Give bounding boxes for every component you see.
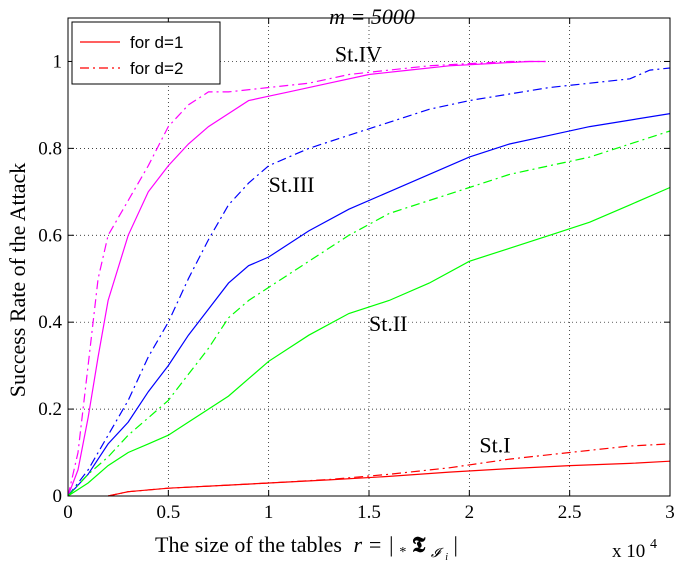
y-tick-label: 0.6 [38, 225, 62, 246]
x-tick-label: 1.5 [357, 502, 381, 523]
x-tick-label: 3 [665, 502, 675, 523]
legend: for d=1 for d=2 [71, 21, 221, 85]
legend-box [71, 21, 221, 85]
y-tick-label: 0.4 [38, 312, 62, 333]
plot-frame [67, 17, 671, 497]
grid-lines [68, 18, 670, 496]
series-line-st-iii-d1 [67, 113, 671, 497]
y-tick-label: 1 [53, 51, 63, 72]
x-tick-label: 0.5 [156, 502, 180, 523]
annotation-label: St.II [369, 311, 408, 336]
series-line-st-i-d1 [107, 460, 671, 497]
y-tick-label: 0 [53, 486, 63, 507]
x-tick-label: 1 [264, 502, 274, 523]
fraktur-T-symbol: 𝕿 [412, 532, 426, 557]
legend-label: for d=2 [130, 59, 183, 78]
series-line-st-iv-d1 [67, 60, 546, 497]
series-line-st-iii-d2 [67, 67, 671, 497]
x-tick-label: 2 [465, 502, 475, 523]
axis-ticks: 0 0.5 1 1.5 2 2.5 3 0 0.2 0.4 0.6 0.8 1 [38, 18, 675, 523]
x-axis-label-text: The size of the tables [155, 532, 342, 557]
y-axis-label: Success Rate of the Attack [5, 163, 30, 398]
annotation-label: St.I [479, 433, 510, 458]
x-axis-label: The size of the tables r = | * 𝕿 𝓘 i | [155, 532, 458, 563]
y-tick-label: 0.8 [38, 138, 62, 159]
annotations: St.IV St.III St.II St.I [269, 41, 511, 457]
x-tick-label: 0 [63, 502, 73, 523]
series-line-st-iv-d2 [67, 60, 546, 497]
x-axis-multiplier: x 10 4 [612, 537, 657, 562]
series-group [67, 60, 671, 497]
series-line-st-ii-d2 [67, 130, 671, 497]
annotation-label: St.III [269, 172, 315, 197]
x-tick-label: 2.5 [558, 502, 582, 523]
x-axis-label-math: r = | [353, 532, 393, 557]
series-line-st-ii-d1 [67, 186, 671, 497]
y-tick-label: 0.2 [38, 399, 62, 420]
chart-title: m = 5000 [329, 4, 415, 29]
legend-label: for d=1 [130, 33, 183, 52]
annotation-label: St.IV [335, 41, 382, 66]
series-line-st-i-d2 [107, 443, 671, 497]
